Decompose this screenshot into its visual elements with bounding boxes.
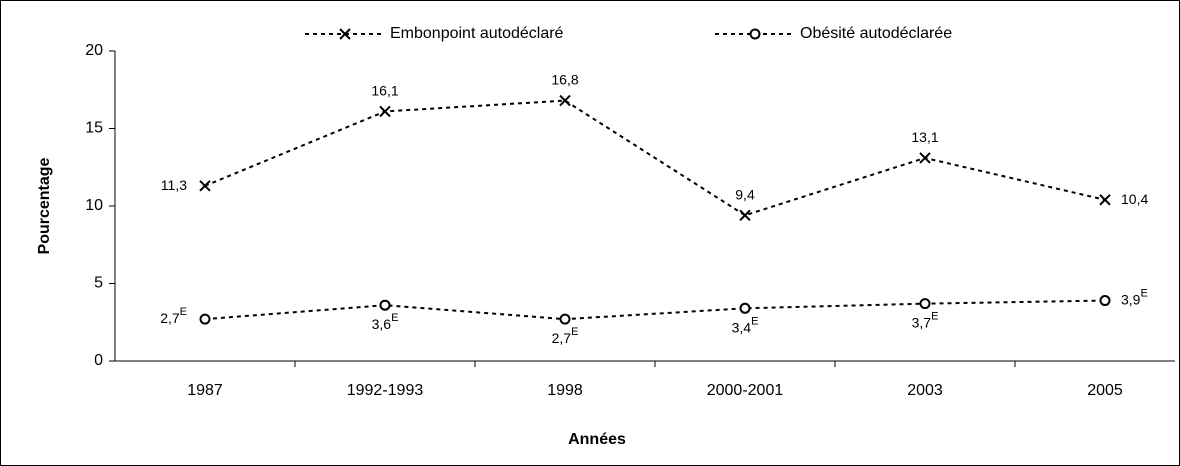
data-label-flag: E: [571, 326, 578, 338]
x-tick-label: 2003: [907, 382, 943, 399]
data-label-flag: E: [931, 311, 938, 323]
data-label: 11,3: [161, 177, 187, 193]
y-tick-label: 15: [85, 120, 103, 137]
data-label: 9,4: [735, 186, 755, 202]
data-label: 2,7E: [160, 306, 187, 326]
data-label-flag: E: [391, 312, 398, 324]
data-label-value: 16,1: [371, 82, 398, 98]
series-line: [204, 99, 1106, 217]
data-label-flag: E: [1140, 287, 1147, 299]
data-label-value: 2,7: [552, 330, 572, 346]
data-label-flag: E: [751, 315, 758, 327]
marker-o: [379, 299, 391, 311]
x-tick-label: 1992-1993: [347, 382, 424, 399]
data-label: 3,6E: [372, 312, 399, 332]
x-axis-label: Années: [568, 431, 626, 448]
marker-x: [379, 105, 391, 118]
y-tick-label: 0: [94, 352, 103, 369]
legend-label: Obésité autodéclarée: [800, 25, 952, 42]
data-label-value: 3,4: [732, 319, 752, 335]
data-label: 3,4E: [732, 315, 759, 335]
marker-x: [1099, 194, 1111, 206]
data-label: 16,1: [371, 82, 398, 98]
marker-x: [559, 94, 571, 107]
x-tick-label: 2005: [1087, 382, 1123, 399]
marker-x: [199, 180, 211, 192]
marker-o: [739, 302, 751, 314]
data-label-value: 11,3: [161, 177, 187, 193]
marker-o: [919, 298, 931, 310]
data-label-value: 3,7: [912, 314, 932, 330]
legend-marker: [339, 28, 351, 40]
marker-o: [199, 313, 211, 325]
data-label: 2,7E: [552, 326, 579, 346]
y-tick-label: 10: [85, 197, 103, 214]
data-label: 10,4: [1121, 191, 1148, 207]
data-label-value: 16,8: [551, 71, 578, 87]
legend-marker: [749, 28, 761, 40]
marker-x: [919, 152, 931, 164]
marker-o: [559, 313, 571, 325]
x-tick-label: 2000-2001: [707, 382, 784, 399]
data-label-value: 13,1: [911, 129, 938, 145]
y-tick-label: 20: [85, 42, 103, 59]
y-axis-label: Pourcentage: [36, 157, 53, 254]
y-tick-label: 5: [94, 275, 103, 292]
marker-x: [739, 209, 751, 222]
data-label-value: 3,6: [372, 316, 392, 332]
data-label-value: 9,4: [735, 186, 755, 202]
x-tick-label: 1998: [547, 382, 583, 399]
data-label: 3,7E: [912, 311, 939, 331]
series-line: [204, 299, 1106, 321]
data-label: 13,1: [911, 129, 938, 145]
marker-o: [1099, 295, 1111, 307]
data-label: 16,8: [551, 71, 578, 87]
data-label-flag: E: [180, 306, 187, 318]
x-tick-label: 1987: [187, 382, 223, 399]
legend-label: Embonpoint autodéclaré: [390, 25, 564, 42]
data-label-value: 2,7: [160, 310, 180, 326]
data-label: 3,9E: [1121, 287, 1148, 307]
data-label-value: 10,4: [1121, 191, 1148, 207]
data-label-value: 3,9: [1121, 291, 1141, 307]
